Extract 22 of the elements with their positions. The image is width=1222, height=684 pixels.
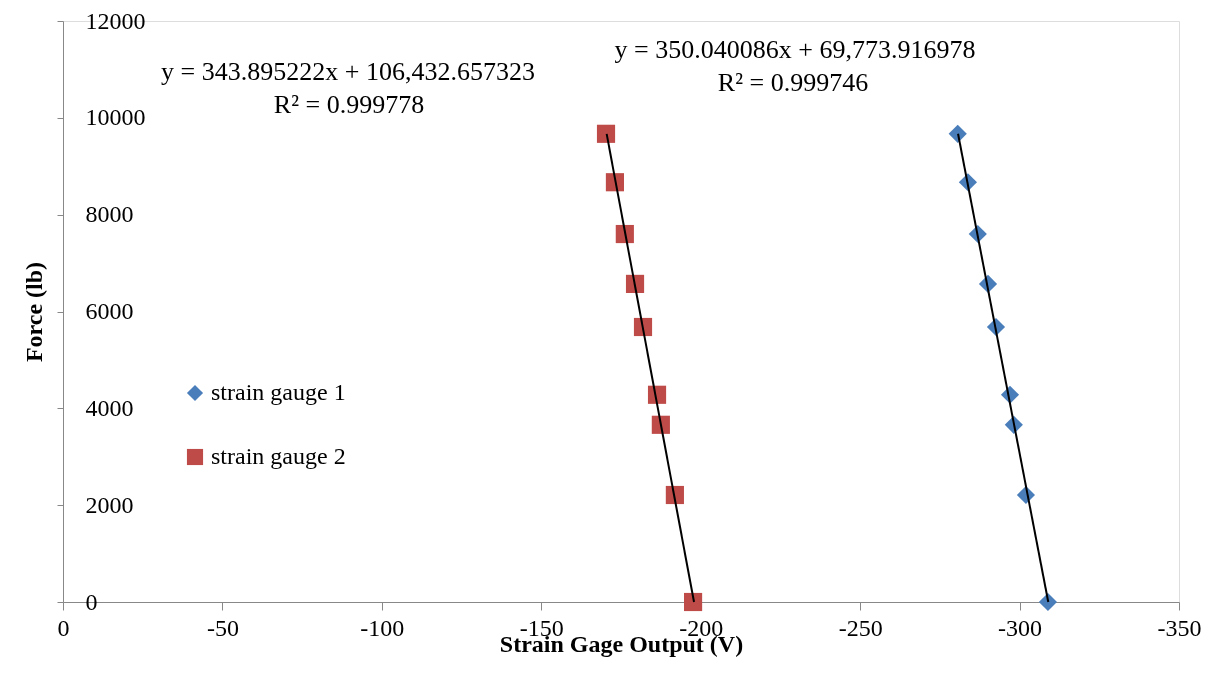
y-tick-label: 6000 <box>85 298 134 324</box>
y-tick-label: 10000 <box>85 104 146 131</box>
point <box>596 124 616 143</box>
y-tick-label: 8000 <box>85 201 134 228</box>
legend-label: strain gauge 1 <box>211 379 346 405</box>
y-tick-label: 2000 <box>85 491 134 518</box>
point <box>683 592 703 612</box>
y-tick-label: 4000 <box>85 394 134 421</box>
y-tick-label: 12000 <box>85 7 146 34</box>
x-tick-label: 0 <box>57 614 70 641</box>
x-tick-label: -100 <box>360 614 405 641</box>
legend-label: strain gauge 2 <box>211 443 346 469</box>
x-tick-label: -350 <box>1157 614 1202 641</box>
annotation: y = 350.040086x + 69,773.916978 <box>614 35 976 64</box>
x-tick-label: -300 <box>998 614 1043 641</box>
y-axis-title: Force (lb) <box>21 261 47 363</box>
y-tick-label: 0 <box>85 588 98 615</box>
annotation: y = 343.895222x + 106,432.657323 <box>161 57 535 86</box>
x-tick-label: -50 <box>206 614 239 641</box>
x-tick-label: -250 <box>838 614 883 641</box>
annotation: R² = 0.999778 <box>273 90 425 119</box>
annotation: R² = 0.999746 <box>717 68 869 97</box>
